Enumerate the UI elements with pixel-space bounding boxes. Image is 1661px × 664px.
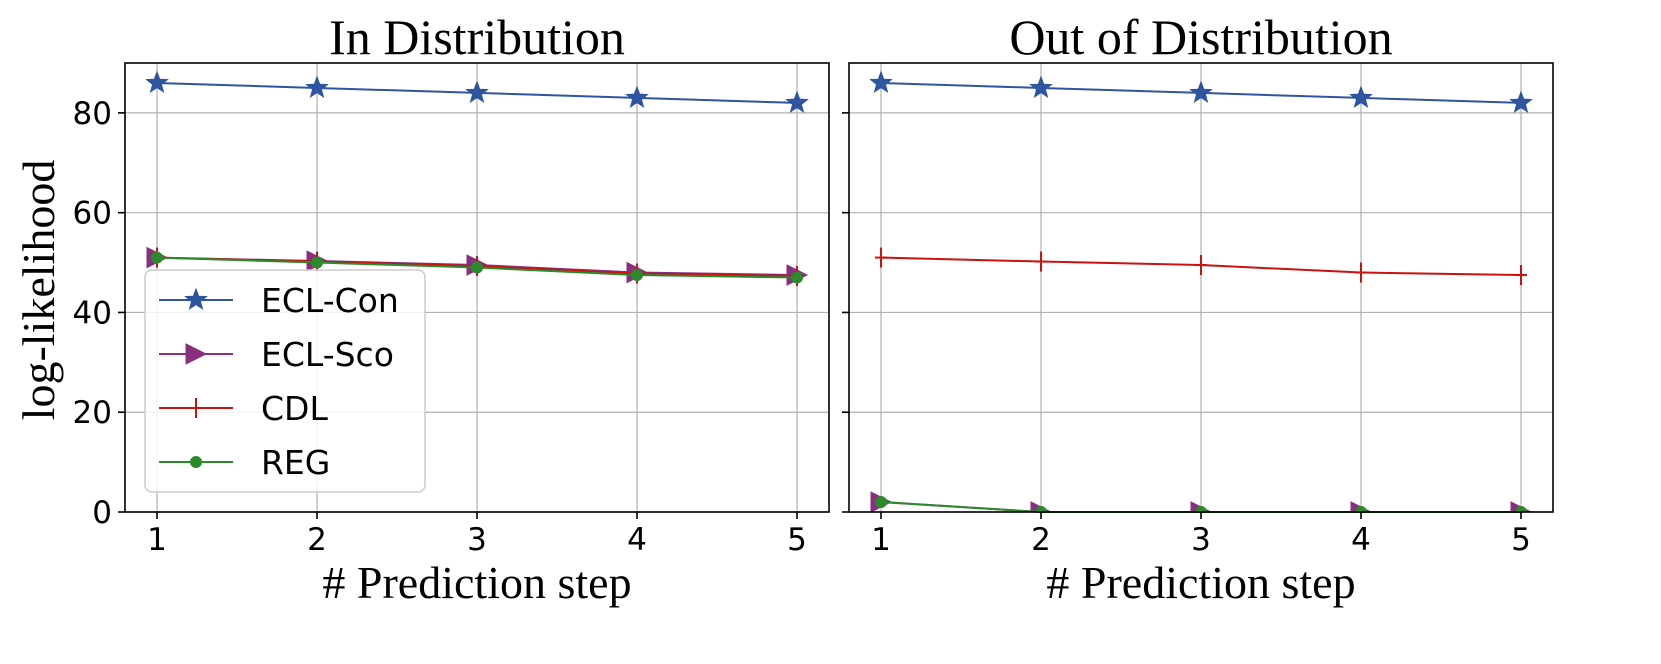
point-cdl-x4-panel-2 (1355, 262, 1367, 283)
x-ticks-panel-2: 1 2 3 4 5 (871, 512, 1531, 558)
point-cdl-x2-panel-2 (1035, 251, 1047, 272)
y-tick-label-60: 60 (73, 196, 112, 232)
y-tick-label-40: 40 (73, 295, 112, 331)
legend: ECL-Con ECL-Sco CDL REG (144, 269, 426, 493)
x-tick-label-1: 1 (871, 522, 891, 558)
x-tick-label-4: 4 (1351, 522, 1371, 558)
x-tick-label-4: 4 (627, 522, 647, 558)
legend-label-ecl-sco: ECL-Sco (261, 335, 394, 374)
point-cdl-x1-panel-2 (875, 247, 887, 268)
series-markers-cdl-panel-2 (875, 247, 1527, 286)
panel-2: 1 2 3 4 5 Out of Distribution # Prediction ste… (842, 9, 1554, 608)
legend-marker-ecl-sco (185, 343, 208, 365)
panel-title-1: In Distribution (329, 9, 625, 65)
legend-entry-ecl-sco: ECL-Sco (159, 335, 394, 374)
point-ecl-con-x3-panel-1 (465, 80, 489, 103)
series-panel-1 (145, 70, 809, 287)
point-ecl-con-x4-panel-1 (625, 85, 649, 108)
legend-label-reg: REG (261, 443, 330, 482)
point-ecl-con-x1-panel-2 (869, 70, 893, 94)
point-reg-x3-panel-2 (1195, 506, 1207, 512)
series-markers-ecl-con-panel-2 (869, 70, 1533, 113)
point-reg-x5-panel-2 (1515, 506, 1527, 512)
point-ecl-con-x4-panel-2 (1349, 85, 1373, 108)
x-tick-label-3: 3 (1191, 522, 1211, 558)
point-ecl-con-x1-panel-1 (145, 70, 169, 94)
series-markers-ecl-con-panel-1 (145, 70, 809, 113)
y-tick-label-80: 80 (73, 96, 112, 132)
point-reg-x1-panel-2 (875, 496, 887, 509)
point-reg-x4-panel-1 (631, 269, 643, 282)
x-tick-label-2: 2 (307, 522, 327, 558)
y-ticks-panel-1: 0 20 40 60 80 (73, 96, 125, 531)
point-reg-x1-panel-1 (151, 251, 163, 264)
point-reg-x2-panel-1 (311, 256, 323, 269)
point-reg-x5-panel-1 (791, 271, 803, 284)
panel-title-2: Out of Distribution (1009, 9, 1392, 65)
x-axis-label-panel-2: # Prediction step (1046, 557, 1355, 608)
legend-entry-reg: REG (159, 443, 330, 482)
point-ecl-con-x5-panel-1 (785, 90, 809, 113)
x-tick-label-3: 3 (467, 522, 487, 558)
x-ticks-panel-1: 1 2 3 4 5 (147, 512, 807, 558)
point-reg-x4-panel-2 (1355, 506, 1367, 512)
legend-marker-ecl-con (184, 287, 208, 311)
x-tick-label-1: 1 (147, 522, 167, 558)
x-tick-label-5: 5 (787, 522, 807, 558)
point-ecl-con-x3-panel-2 (1189, 80, 1213, 103)
x-axis-label-panel-1: # Prediction step (322, 557, 631, 608)
legend-label-ecl-con: ECL-Con (261, 281, 399, 320)
series-markers-reg-panel-1 (151, 251, 803, 284)
legend-marker-reg (190, 456, 202, 468)
legend-label-cdl: CDL (261, 389, 328, 428)
point-cdl-x3-panel-2 (1195, 255, 1207, 276)
point-cdl-x5-panel-2 (1515, 265, 1527, 286)
series-markers-reg-panel-2 (875, 496, 1527, 512)
y-tick-label-0: 0 (92, 495, 112, 531)
legend-box (144, 269, 426, 493)
point-ecl-con-x2-panel-2 (1029, 75, 1053, 98)
legend-entry-cdl: CDL (159, 389, 328, 428)
panel-1: 1 2 3 4 5 0 20 40 60 80 In Distribution # Predictio… (73, 9, 830, 608)
panels-layer: 1 2 3 4 5 0 20 40 60 80 In Distribution # Predictio… (73, 9, 1554, 608)
legend-marker-cdl (190, 398, 202, 418)
point-ecl-con-x2-panel-1 (305, 75, 329, 98)
y-axis-label: log-likelihood (13, 160, 64, 421)
x-tick-label-5: 5 (1511, 522, 1531, 558)
point-ecl-con-x5-panel-2 (1509, 90, 1533, 113)
legend-entry-ecl-con: ECL-Con (159, 281, 399, 320)
grid-panel-2 (849, 63, 1553, 513)
x-tick-label-2: 2 (1031, 522, 1051, 558)
y-tick-label-20: 20 (73, 395, 112, 431)
point-reg-x3-panel-1 (471, 261, 483, 274)
y-ticks-panel-2 (842, 112, 849, 513)
point-reg-x2-panel-2 (1035, 506, 1047, 512)
